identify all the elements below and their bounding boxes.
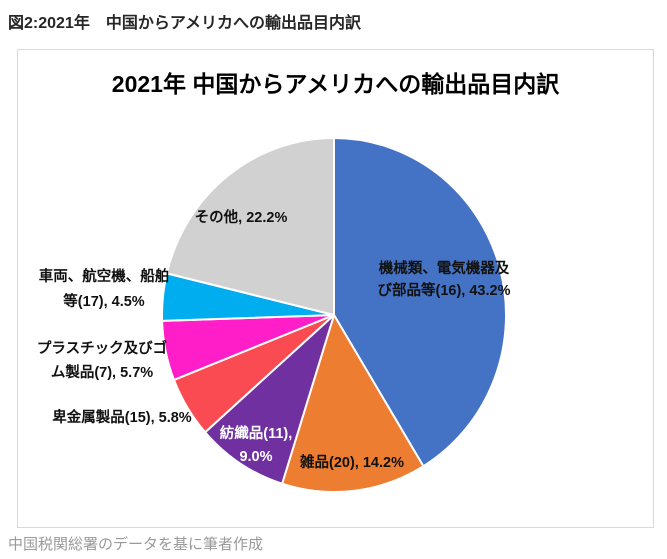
slice-label-vehicles-aircraft-ships: 車両、航空機、船舶 等(17), 4.5% (39, 265, 170, 315)
slice-label-line: 機械類、電気機器及 (378, 261, 510, 277)
slice-label-line: び部品等(16), 43.2% (377, 283, 511, 299)
slice-label-line: 雑品(20), 14.2% (300, 455, 404, 471)
pie-slice-1 (281, 314, 425, 494)
slice-label-machinery-electrical: 機械類、電気機器及 び部品等(16), 43.2% (378, 258, 511, 302)
pie-slice-6 (165, 137, 335, 316)
pie-slice-2 (204, 314, 335, 485)
slice-label-others: その他, 22.2% (195, 207, 288, 229)
slice-label-line: 9.0% (239, 449, 273, 465)
slice-label-textiles: 紡織品(11), 9.0% (220, 423, 293, 469)
pie-chart (161, 137, 507, 494)
slice-label-line: ム製品(7), 5.7% (50, 365, 154, 381)
slice-label-line: 卑金属製品(15), 5.8% (52, 410, 192, 426)
chart-container: 2021年 中国からアメリカへの輸出品目内訳 機械類、電気機器及 び部品等(16… (17, 49, 654, 528)
chart-title: 2021年 中国からアメリカへの輸出品目内訳 (111, 71, 560, 97)
slice-label-base-metals: 卑金属製品(15), 5.8% (52, 407, 191, 429)
slice-label-plastics-rubber: プラスチック及びゴ ム製品(7), 5.7% (37, 337, 167, 385)
slice-label-line: プラスチック及びゴ (36, 341, 168, 357)
slice-label-line: 等(17), 4.5% (63, 294, 145, 310)
slice-label-line: 車両、航空機、船舶 (38, 269, 170, 285)
pie-slice-0 (333, 137, 507, 468)
slice-label-line: その他, 22.2% (194, 210, 288, 226)
figure-header: 図2:2021年 中国からアメリカへの輸出品目内訳 (8, 15, 362, 32)
source-caption: 中国税関総署のデータを基に筆者作成 (8, 536, 264, 553)
slice-label-line: 紡織品(11), (219, 426, 293, 442)
slice-label-misc-goods: 雑品(20), 14.2% (300, 452, 404, 474)
